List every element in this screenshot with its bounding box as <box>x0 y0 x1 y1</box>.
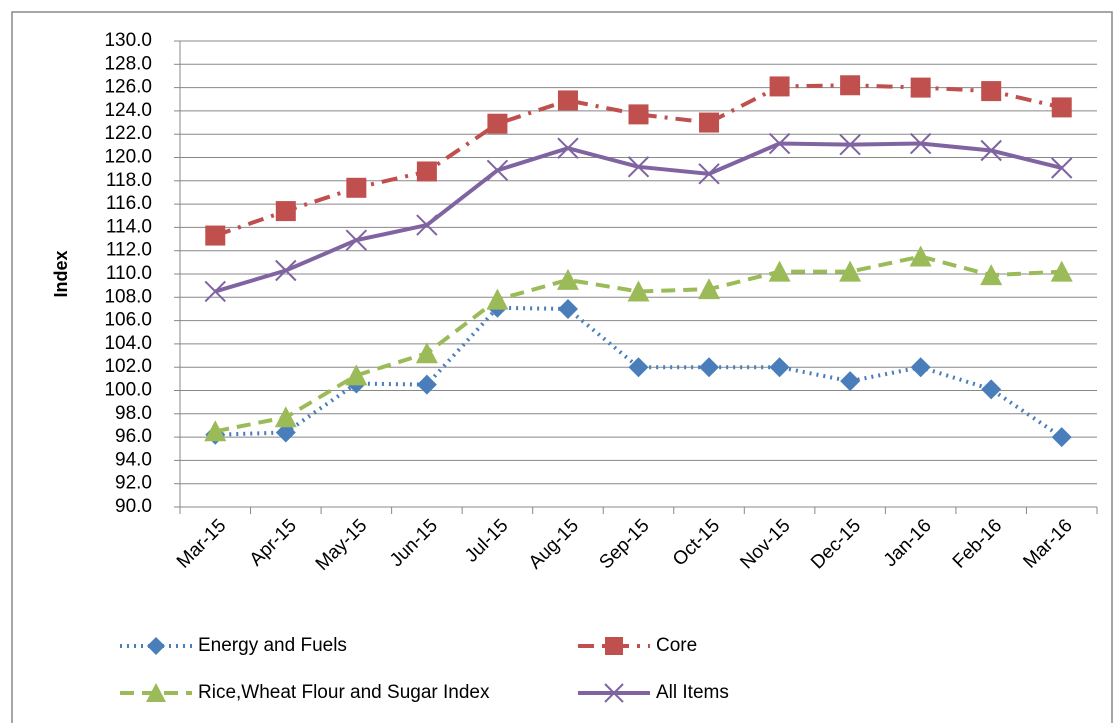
marker <box>1051 157 1073 179</box>
marker <box>840 371 861 392</box>
y-tick-label: 104.0 <box>104 333 152 354</box>
marker <box>699 112 720 133</box>
y-tick-label: 92.0 <box>115 473 152 494</box>
marker <box>416 214 438 236</box>
marker <box>628 357 649 378</box>
marker <box>627 156 650 178</box>
marker <box>698 163 720 185</box>
marker <box>839 260 862 282</box>
y-tick-label: 90.0 <box>115 496 152 517</box>
marker <box>839 133 861 156</box>
marker <box>205 225 226 246</box>
legend-marker <box>605 637 623 655</box>
legend-marker <box>604 683 624 703</box>
marker <box>981 379 1002 400</box>
marker <box>627 280 650 302</box>
marker <box>345 229 368 251</box>
marker <box>981 81 1002 102</box>
y-tick-label: 124.0 <box>104 100 152 121</box>
legend-marker <box>146 683 166 702</box>
marker <box>557 298 578 319</box>
y-tick-label: 126.0 <box>104 77 152 98</box>
marker <box>486 288 509 310</box>
marker <box>909 132 932 155</box>
marker <box>204 280 226 303</box>
y-tick-label: 130.0 <box>104 30 152 51</box>
y-axis-title: Index <box>51 250 71 297</box>
y-tick-label: 102.0 <box>104 356 152 377</box>
marker <box>274 406 297 428</box>
marker <box>768 260 791 282</box>
y-tick-label: 122.0 <box>104 123 152 144</box>
y-tick-label: 128.0 <box>104 53 152 74</box>
y-tick-label: 98.0 <box>115 403 152 424</box>
marker <box>416 161 437 182</box>
marker <box>628 104 649 125</box>
marker <box>275 259 297 282</box>
marker <box>557 137 579 159</box>
marker <box>345 364 368 386</box>
marker <box>1051 97 1072 118</box>
legend-label: Energy and Fuels <box>198 635 347 656</box>
marker <box>346 177 367 198</box>
y-tick-label: 106.0 <box>104 310 152 331</box>
marker <box>909 245 932 267</box>
marker <box>1051 427 1072 448</box>
y-tick-label: 118.0 <box>106 170 152 191</box>
marker <box>910 357 931 378</box>
y-tick-label: 96.0 <box>115 426 152 447</box>
marker <box>698 278 721 300</box>
marker <box>769 357 790 378</box>
y-tick-label: 110.0 <box>106 263 152 284</box>
y-tick-label: 120.0 <box>104 147 152 168</box>
marker <box>275 201 296 222</box>
marker <box>486 159 509 182</box>
marker <box>840 75 861 96</box>
legend-marker <box>147 637 165 655</box>
marker <box>980 264 1003 286</box>
y-tick-label: 94.0 <box>115 449 152 470</box>
legend-label: Core <box>656 635 697 656</box>
marker <box>557 90 578 111</box>
marker <box>416 374 437 395</box>
y-tick-label: 100.0 <box>104 380 152 401</box>
marker <box>910 77 931 98</box>
marker <box>556 268 579 290</box>
marker <box>768 132 791 155</box>
legend-label: All Items <box>656 682 729 703</box>
marker <box>204 420 227 442</box>
y-tick-label: 112.0 <box>106 240 152 261</box>
marker <box>275 422 296 443</box>
marker <box>1050 260 1073 282</box>
y-tick-label: 114.0 <box>106 216 152 237</box>
marker <box>769 76 790 97</box>
marker <box>980 139 1002 162</box>
marker <box>415 342 438 364</box>
marker <box>699 357 720 378</box>
marker <box>487 113 508 134</box>
legend-label: Rice,Wheat Flour and Sugar Index <box>198 682 490 703</box>
y-tick-label: 108.0 <box>104 286 152 307</box>
y-tick-label: 116.0 <box>106 193 152 214</box>
